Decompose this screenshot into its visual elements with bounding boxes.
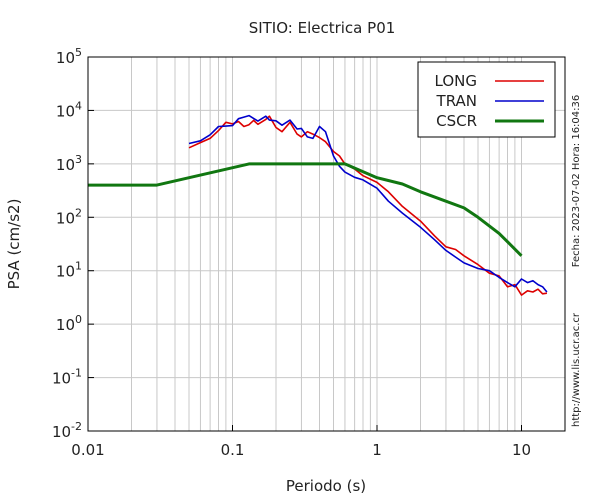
x-tick-label: 10: [512, 441, 531, 459]
legend: LONG TRAN CSCR: [417, 61, 556, 138]
legend-label-long: LONG: [435, 72, 477, 90]
legend-label-tran: TRAN: [436, 92, 477, 110]
website-label: http://www.lis.ucr.ac.cr: [571, 312, 582, 427]
series-line-cscr: [88, 162, 523, 257]
x-tick-label: 0.1: [221, 441, 245, 459]
y-tick-label: 104: [56, 99, 82, 120]
grid: [87, 56, 566, 432]
x-tick-label: 1: [372, 441, 382, 459]
series-layer: [88, 114, 548, 296]
y-tick-label: 103: [56, 153, 82, 174]
legend-label-cscr: CSCR: [436, 112, 477, 130]
series-line-tran: [188, 114, 548, 293]
y-axis-label: PSA (cm/s2): [5, 199, 23, 290]
y-tick-label: 102: [56, 206, 82, 227]
series-line-long: [188, 115, 548, 296]
y-tick-label: 100: [56, 313, 82, 334]
y-tick-label: 105: [56, 46, 82, 67]
x-tick-label: 0.01: [71, 441, 104, 459]
chart-title: SITIO: Electrica P01: [249, 19, 396, 37]
y-tick-label: 10-1: [52, 367, 82, 388]
tick-layer: 0.01 0.1 1 10 10-2 10-1 100 101 102 103 104 105: [52, 46, 531, 459]
timestamp-label: Fecha: 2023-07-02 Hora: 16:04:36: [571, 95, 582, 268]
x-axis-label: Periodo (s): [286, 477, 366, 495]
plot-frame: [87, 56, 566, 432]
y-tick-label: 101: [56, 260, 82, 281]
y-tick-label: 10-2: [52, 420, 82, 441]
legend-box: [417, 61, 556, 138]
